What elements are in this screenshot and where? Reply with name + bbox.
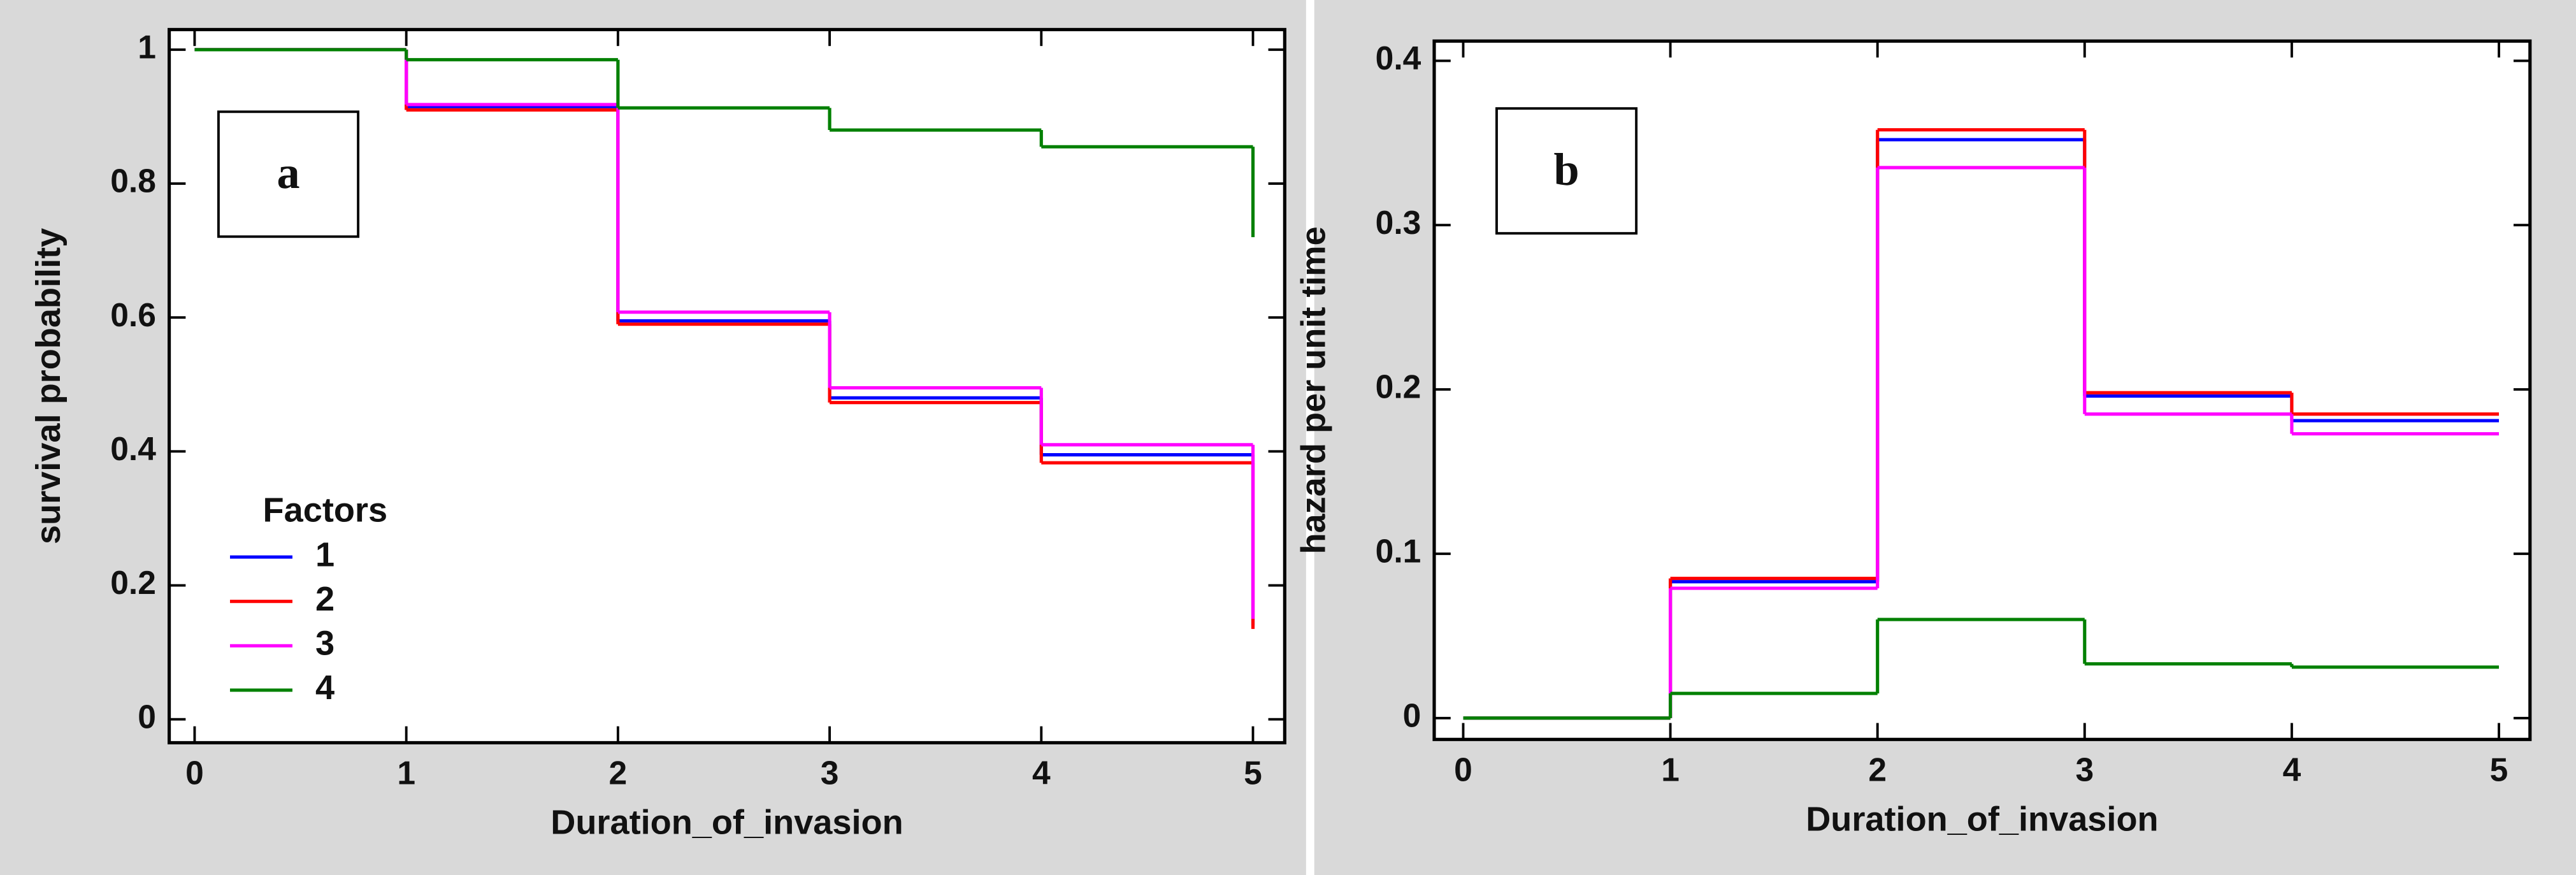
y-axis-label: survival probability bbox=[29, 228, 68, 544]
x-tick-label: 0 bbox=[185, 755, 204, 792]
y-tick-label: 0.8 bbox=[110, 163, 156, 199]
y-axis-label: hazard per unit time bbox=[1295, 226, 1333, 554]
legend-label: 4 bbox=[315, 669, 335, 707]
x-tick-label: 3 bbox=[821, 755, 839, 792]
y-tick-label: 1 bbox=[138, 29, 156, 66]
x-tick-label: 0 bbox=[1454, 751, 1472, 788]
x-tick-label: 4 bbox=[2283, 751, 2301, 788]
y-tick-label: 0.4 bbox=[110, 430, 156, 467]
panel-label: b bbox=[1553, 144, 1579, 195]
y-tick-label: 0.3 bbox=[1376, 204, 1421, 241]
x-tick-label: 4 bbox=[1032, 755, 1051, 792]
y-tick-label: 0.1 bbox=[1376, 533, 1421, 570]
y-tick-label: 0 bbox=[1403, 697, 1421, 734]
x-tick-label: 2 bbox=[1868, 751, 1887, 788]
legend-label: 3 bbox=[315, 625, 335, 663]
panel-label-box bbox=[217, 110, 360, 238]
x-tick-label: 5 bbox=[2490, 751, 2508, 788]
x-tick-label: 1 bbox=[1661, 751, 1680, 788]
x-tick-label: 5 bbox=[1244, 755, 1262, 792]
y-tick-label: 0.2 bbox=[110, 564, 156, 601]
y-tick-label: 0.2 bbox=[1376, 368, 1421, 405]
panel-label-box bbox=[1495, 107, 1638, 235]
y-tick-label: 0.4 bbox=[1376, 40, 1421, 76]
x-tick-label: 3 bbox=[2075, 751, 2094, 788]
x-tick-label: 1 bbox=[397, 755, 415, 792]
x-axis-label: Duration_of_invasion bbox=[550, 804, 903, 842]
y-tick-label: 0 bbox=[138, 698, 156, 735]
legend-label: 2 bbox=[315, 580, 335, 618]
legend-label: 1 bbox=[315, 535, 335, 574]
legend-title: Factors bbox=[263, 491, 388, 530]
y-tick-label: 0.6 bbox=[110, 296, 156, 333]
x-tick-label: 2 bbox=[609, 755, 628, 792]
x-axis-label: Duration_of_invasion bbox=[1806, 800, 2158, 838]
panel-label: a bbox=[277, 147, 299, 198]
